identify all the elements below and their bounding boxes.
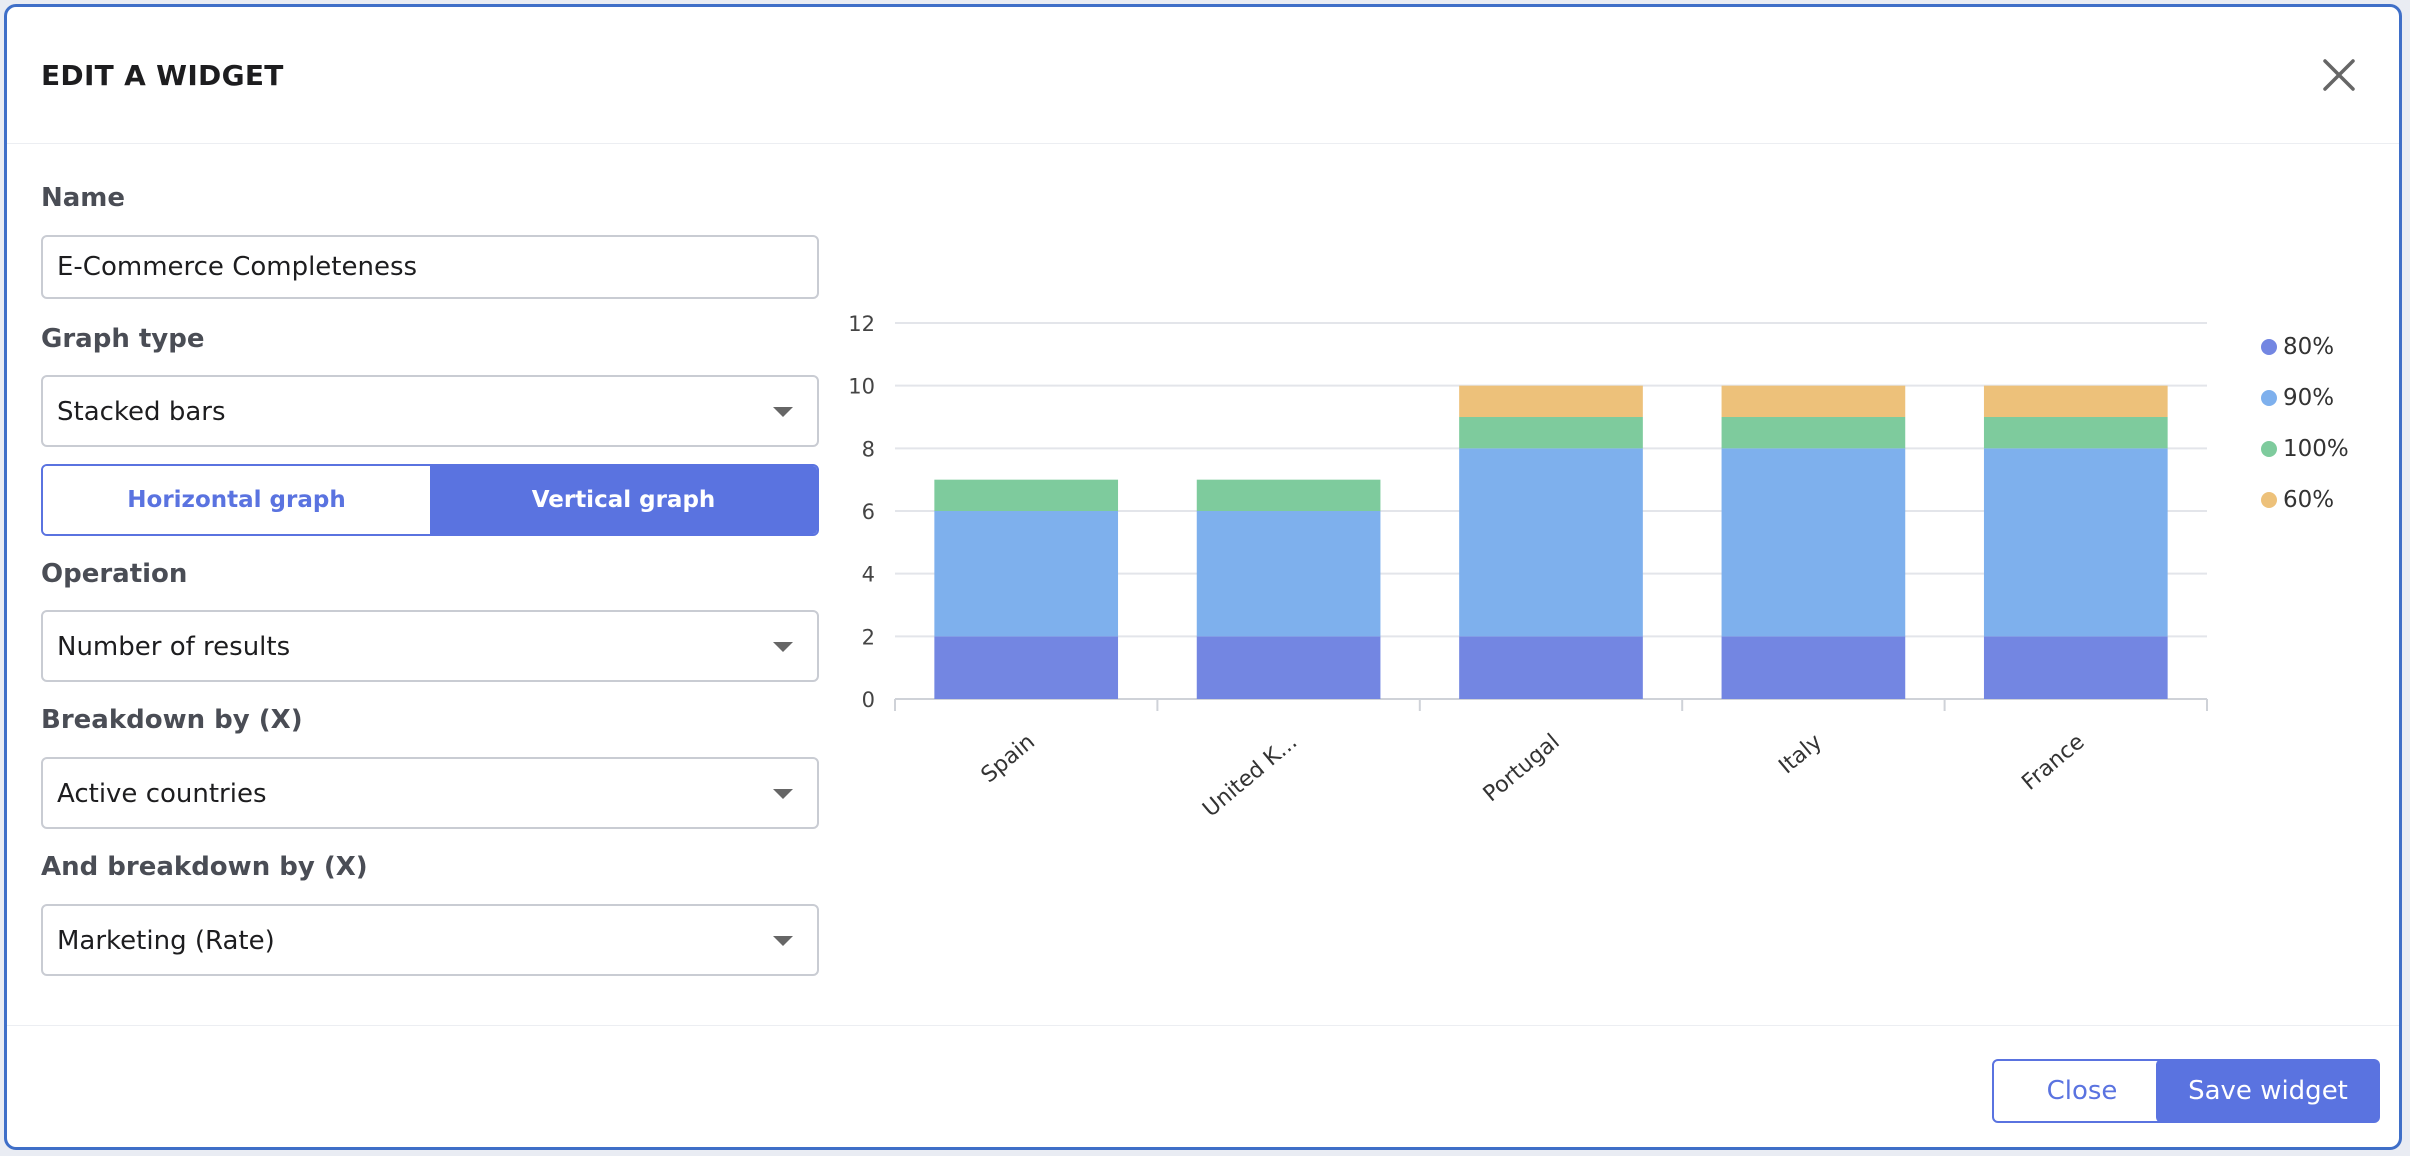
operation-label: Operation	[41, 559, 188, 589]
breakdown-x-value: Active countries	[57, 779, 267, 809]
legend-swatch	[2261, 389, 2277, 406]
y-tick-label: 12	[848, 312, 875, 336]
dialog-title: EDIT A WIDGET	[41, 59, 284, 92]
legend-label: 60%	[2283, 486, 2335, 513]
x-tick-label: Spain	[977, 729, 1040, 788]
bar-segment	[1196, 636, 1381, 699]
bar-segment	[1721, 448, 1906, 637]
bar-segment	[1983, 385, 2168, 417]
vertical-graph-button[interactable]: Vertical graph	[430, 466, 817, 534]
bar-segment	[934, 511, 1119, 637]
legend-item[interactable]: 80%	[2261, 321, 2349, 372]
bar-segment	[1983, 448, 2168, 637]
breakdown-x-label: Breakdown by (X)	[41, 705, 303, 735]
legend-label: 80%	[2283, 333, 2335, 360]
graph-type-label: Graph type	[41, 324, 205, 354]
legend-swatch	[2261, 491, 2277, 508]
legend-label: 90%	[2283, 384, 2335, 411]
edit-widget-dialog: EDIT A WIDGET Name Graph type Stacked ba…	[4, 4, 2402, 1150]
chevron-down-icon	[773, 642, 793, 652]
chevron-down-icon	[773, 789, 793, 799]
breakdown-x2-label: And breakdown by (X)	[41, 852, 368, 882]
close-icon[interactable]	[2315, 51, 2363, 99]
bar-segment	[1459, 417, 1643, 449]
legend-swatch	[2261, 338, 2277, 355]
y-tick-label: 8	[862, 437, 875, 461]
operation-select[interactable]: Number of results	[41, 610, 819, 682]
bar-segment	[1459, 385, 1643, 417]
bar-segment	[1459, 448, 1643, 637]
close-button[interactable]: Close	[1992, 1059, 2172, 1123]
chart-container: 0 2 4 6 8 10 12 Spain United K... Portugal Italy Fr…	[833, 277, 2233, 841]
breakdown-x2-select[interactable]: Marketing (Rate)	[41, 904, 819, 976]
breakdown-x-select[interactable]: Active countries	[41, 757, 819, 829]
chart-legend: 80% 90% 100% 60%	[2261, 321, 2349, 525]
save-widget-button[interactable]: Save widget	[2156, 1059, 2380, 1123]
horizontal-graph-button[interactable]: Horizontal graph	[43, 466, 430, 534]
y-tick-label: 2	[862, 625, 875, 649]
y-tick-label: 6	[862, 500, 875, 524]
x-tick-label: Italy	[1774, 729, 1827, 779]
y-tick-label: 10	[848, 375, 875, 399]
legend-item[interactable]: 90%	[2261, 372, 2349, 423]
bar-segment	[1721, 636, 1906, 699]
graph-type-select[interactable]: Stacked bars	[41, 375, 819, 447]
bar-segment	[1721, 417, 1906, 449]
bar-segment	[1983, 636, 2168, 699]
bar-segment	[934, 636, 1119, 699]
chevron-down-icon	[773, 407, 793, 417]
x-tick-label: France	[2017, 729, 2089, 795]
graph-type-value: Stacked bars	[57, 397, 226, 427]
dialog-header: EDIT A WIDGET	[7, 7, 2399, 144]
name-label: Name	[41, 183, 126, 213]
bar-segment	[1196, 511, 1381, 637]
y-tick-label: 0	[862, 688, 875, 712]
name-input[interactable]	[41, 235, 819, 299]
breakdown-x2-value: Marketing (Rate)	[57, 926, 275, 956]
stacked-bar-chart: 0 2 4 6 8 10 12 Spain United K... Portugal Italy Fr…	[848, 312, 2208, 822]
chevron-down-icon	[773, 936, 793, 946]
bar-segment	[1196, 479, 1381, 511]
bar-segment	[1721, 385, 1906, 417]
legend-label: 100%	[2283, 435, 2349, 462]
legend-item[interactable]: 100%	[2261, 423, 2349, 474]
y-tick-label: 4	[862, 563, 875, 587]
legend-item[interactable]: 60%	[2261, 474, 2349, 525]
dialog-footer	[7, 1025, 2399, 1147]
orientation-toggle: Horizontal graph Vertical graph	[41, 464, 819, 536]
bar-segment	[934, 479, 1119, 511]
bar-segment	[1459, 636, 1643, 699]
operation-value: Number of results	[57, 632, 291, 662]
legend-swatch	[2261, 440, 2277, 457]
x-tick-label: Portugal	[1479, 729, 1565, 807]
x-tick-label: United K...	[1198, 729, 1302, 822]
bar-segment	[1983, 417, 2168, 449]
